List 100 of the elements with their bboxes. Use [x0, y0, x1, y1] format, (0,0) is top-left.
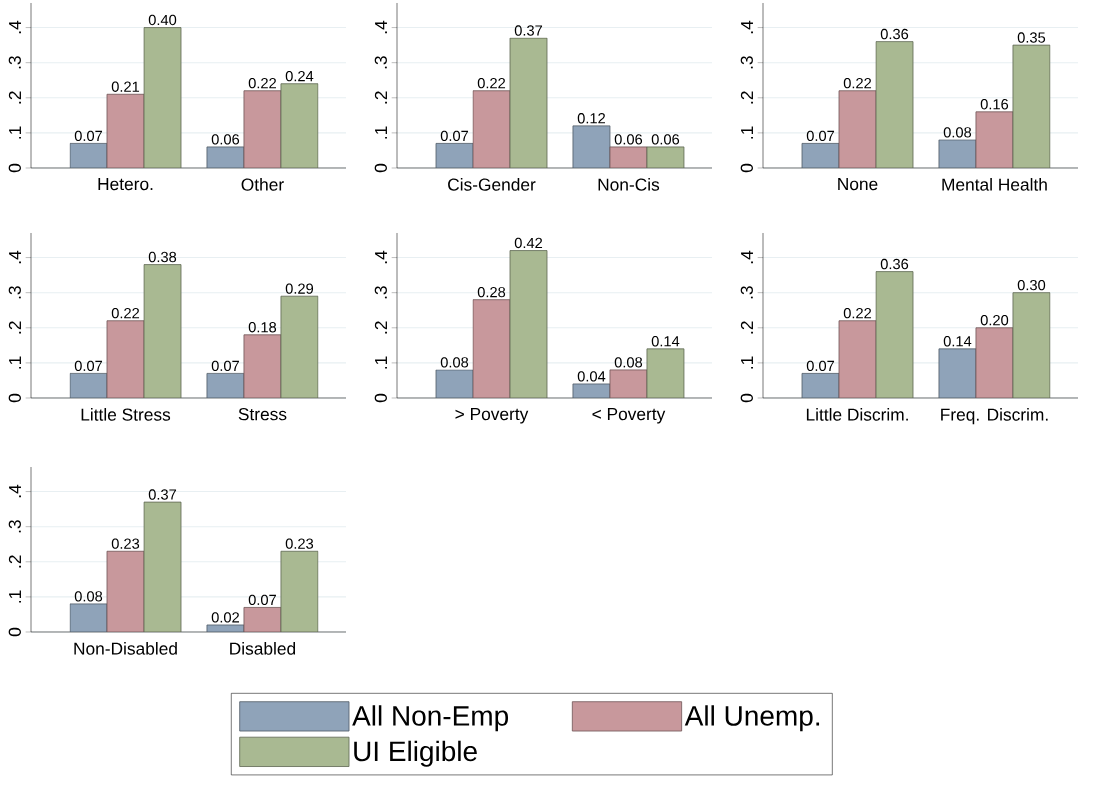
- data-label: 0.08: [614, 357, 643, 368]
- y-tick-label: .3: [8, 56, 21, 69]
- y-tick-label: .3: [374, 286, 387, 299]
- y-tick-label: .1: [9, 126, 21, 139]
- x-tick-label: Other: [241, 178, 284, 191]
- y-tick-label: .1: [741, 356, 753, 369]
- data-label: 0.22: [111, 307, 140, 319]
- y-tick-label: .4: [9, 484, 21, 498]
- data-label: 0.07: [248, 594, 276, 606]
- data-label: 0.24: [285, 70, 314, 82]
- data-label: 0.23: [285, 538, 314, 549]
- data-label: 0.14: [651, 336, 680, 347]
- data-label: 0.40: [148, 14, 177, 26]
- x-tick-label: > Poverty: [455, 408, 529, 424]
- bar: [838, 320, 877, 398]
- data-label: 0.22: [843, 77, 872, 89]
- y-tick-label: 0: [374, 393, 387, 403]
- x-tick-label: None: [838, 178, 878, 191]
- y-tick-label: .2: [374, 321, 387, 334]
- bar: [572, 125, 611, 168]
- y-tick-label: 0: [740, 163, 753, 173]
- x-tick-label: Cis-Gender: [448, 178, 536, 191]
- bar: [975, 327, 1014, 398]
- x-tick-label: Hetero.: [98, 178, 153, 191]
- data-label: 0.07: [211, 360, 239, 372]
- x-tick-label: < Poverty: [592, 408, 666, 424]
- y-tick-label: .4: [9, 20, 21, 34]
- y-tick-label: .3: [740, 286, 753, 299]
- data-label: 0.07: [74, 130, 103, 142]
- bar: [875, 271, 914, 398]
- y-tick-label: .4: [9, 250, 21, 264]
- data-label: 0.04: [577, 371, 606, 382]
- y-tick-label: .1: [9, 356, 21, 369]
- data-label: 0.06: [651, 134, 680, 145]
- bar: [509, 250, 548, 398]
- y-tick-label: .1: [9, 590, 21, 603]
- y-tick-label: .2: [8, 91, 21, 104]
- y-tick-label: .3: [374, 56, 387, 69]
- x-tick-label: Freq. Discrim.: [941, 408, 1048, 425]
- bar: [106, 550, 145, 632]
- bar: [875, 41, 914, 168]
- bar: [280, 550, 319, 632]
- data-label: 0.29: [285, 283, 314, 294]
- y-tick-label: .3: [740, 56, 753, 69]
- bar: [1012, 44, 1051, 168]
- bar: [106, 320, 145, 398]
- data-label: 0.38: [148, 251, 177, 263]
- y-tick-label: .1: [375, 126, 387, 139]
- x-tick-label: Non-Cis: [598, 178, 660, 191]
- y-tick-label: .4: [375, 20, 387, 34]
- y-tick-label: .2: [374, 91, 387, 104]
- bar: [143, 27, 182, 168]
- data-label: 0.36: [880, 258, 909, 270]
- data-label: 0.21: [111, 81, 140, 92]
- y-tick-label: .3: [8, 286, 21, 299]
- data-label: 0.08: [440, 357, 469, 368]
- data-label: 0.36: [880, 28, 909, 40]
- data-label: 0.23: [111, 538, 140, 549]
- bar: [243, 90, 282, 168]
- y-tick-label: .3: [8, 520, 21, 533]
- data-label: 0.37: [514, 25, 543, 36]
- x-tick-label: Disabled: [230, 642, 296, 655]
- x-tick-label: Stress: [238, 408, 287, 421]
- data-label: 0.42: [514, 237, 543, 249]
- y-tick-label: .2: [8, 555, 21, 568]
- data-label: 0.37: [148, 489, 177, 500]
- data-label: 0.02: [211, 612, 239, 623]
- y-tick-label: .2: [740, 91, 753, 104]
- data-label: 0.30: [1017, 279, 1046, 291]
- data-label: 0.22: [843, 307, 872, 319]
- bar: [646, 348, 685, 398]
- bar: [472, 299, 511, 398]
- y-tick-label: 0: [740, 393, 753, 403]
- bar: [106, 93, 145, 168]
- data-label: 0.35: [1017, 32, 1046, 43]
- data-label: 0.22: [248, 77, 276, 89]
- data-label: 0.22: [477, 77, 506, 89]
- legend-label: All Non-Emp: [352, 705, 509, 732]
- data-label: 0.12: [577, 113, 605, 124]
- y-tick-label: .4: [741, 20, 753, 34]
- bar: [143, 264, 182, 398]
- data-label: 0.06: [614, 134, 643, 145]
- data-label: 0.07: [806, 130, 835, 142]
- y-tick-label: 0: [8, 393, 21, 403]
- legend-label: UI Eligible: [354, 740, 477, 767]
- x-tick-label: Little Discrim.: [806, 408, 908, 421]
- bar: [1012, 292, 1051, 398]
- x-tick-label: Little Stress: [81, 408, 171, 421]
- bar: [938, 348, 977, 398]
- data-label: 0.08: [943, 127, 972, 138]
- bar: [280, 83, 319, 168]
- bar: [472, 90, 511, 168]
- bar: [609, 369, 648, 398]
- bar: [243, 334, 282, 398]
- y-tick-label: .4: [375, 250, 387, 264]
- y-tick-label: .1: [375, 356, 387, 369]
- x-tick-label: Non-Disabled: [74, 642, 177, 655]
- y-tick-label: 0: [8, 627, 21, 637]
- data-label: 0.28: [477, 286, 506, 298]
- data-label: 0.14: [943, 336, 972, 347]
